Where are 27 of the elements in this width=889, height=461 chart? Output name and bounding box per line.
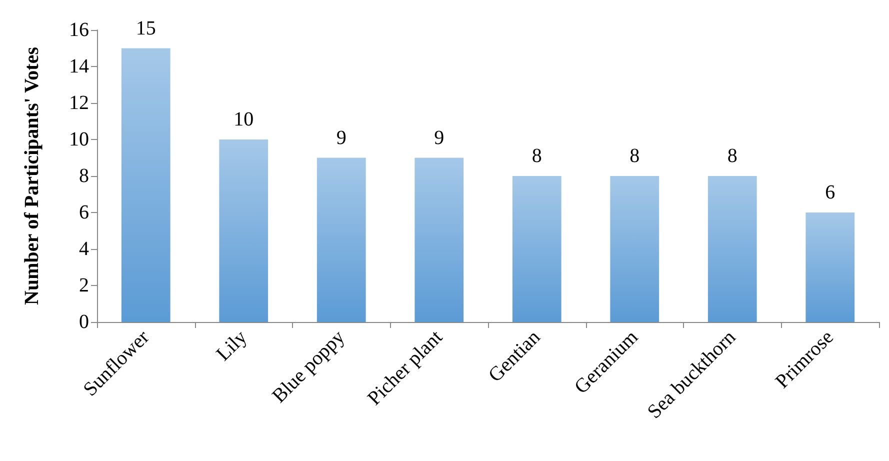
y-tick-label: 0: [79, 311, 89, 333]
y-tick-label: 14: [69, 56, 89, 78]
y-tick-label: 8: [79, 165, 89, 187]
data-label: 6: [825, 182, 836, 204]
y-tick-label: 2: [79, 274, 89, 296]
data-label: 9: [434, 126, 444, 149]
data-label: 9: [336, 126, 346, 149]
data-label: 15: [136, 17, 156, 40]
bar: [219, 140, 268, 322]
bar: [414, 158, 464, 322]
bar: [316, 158, 366, 322]
data-label: 10: [234, 108, 254, 130]
data-label: 8: [727, 145, 738, 167]
y-tick-label: 16: [69, 19, 89, 41]
y-tick-label: 4: [79, 238, 89, 260]
y-tick-label: 12: [69, 92, 89, 114]
x-tick-label: Lily: [212, 326, 252, 366]
y-tick-label: 6: [79, 202, 89, 224]
data-label: 8: [630, 145, 640, 167]
bar: [806, 212, 855, 322]
y-tick-label: 10: [69, 128, 89, 150]
y-axis-title: Number of Participants' Votes: [21, 46, 43, 305]
bar: [708, 176, 757, 322]
bar: [121, 48, 170, 322]
data-label: 8: [532, 145, 542, 167]
bar: [610, 176, 660, 322]
bar: [512, 176, 562, 322]
